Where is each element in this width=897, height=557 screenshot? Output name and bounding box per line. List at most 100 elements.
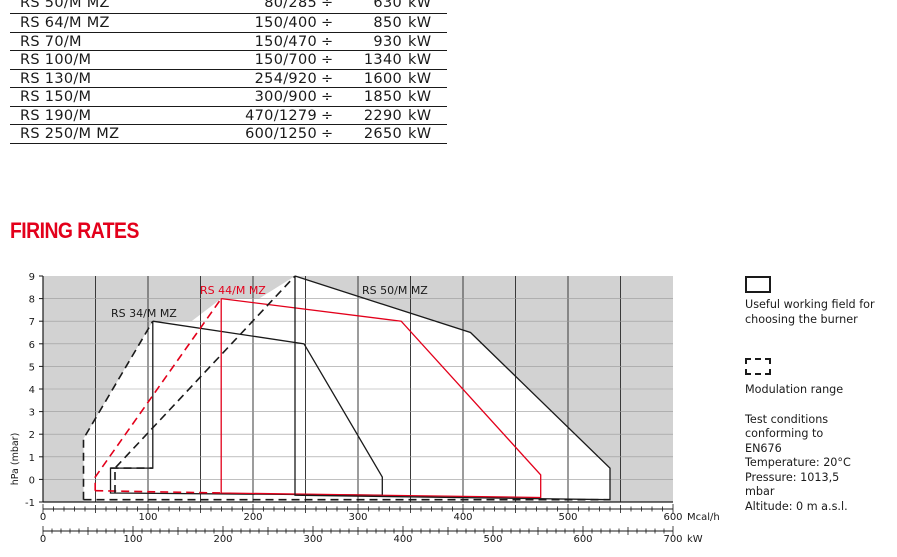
power-range: 150/470 [254,33,317,50]
useful-field-swatch [745,276,771,293]
range-separator: ÷ [321,15,334,31]
working-field-outline [109,320,383,496]
table-row: RS 150/M 300/900 ÷ 1850 kW [10,88,447,107]
useful-field-label: Useful working field for choosing the bu… [745,298,875,326]
model-name: RS 50/M MZ [20,0,110,11]
power-unit: kW [408,33,432,50]
power-unit: kW [408,89,432,105]
mcal-tick-label: 400 [453,512,472,523]
models-table: RS 50/M MZ 80/285 ÷ 630 kW RS 64/M MZ 150/400 ÷… [10,0,447,144]
condition-line: EN676 [745,441,782,455]
max-power: 630 [373,0,402,11]
y-tick-label: 1 [29,453,35,464]
power-range: 254/920 [254,70,317,87]
condition-line: Test conditions [745,412,829,426]
y-axis-label: hPa (mbar) [10,433,21,486]
modulation-outline [82,320,154,500]
power-unit: kW [408,15,432,31]
model-name: RS 150/M [20,89,92,105]
max-power: 2290 [363,107,402,124]
range-separator: ÷ [321,33,334,50]
kw-tick-label: 600 [573,534,592,545]
series-label: RS 50/M MZ [362,284,428,297]
test-conditions: Test conditions conforming to EN676 Tempera… [745,413,895,515]
model-name: RS 190/M [20,107,92,124]
max-power: 850 [373,15,402,31]
power-unit: kW [408,70,432,87]
table-row: RS 130/M 254/920 ÷ 1600 kW [10,70,447,88]
power-range: 150/700 [254,52,317,68]
table-row: RS 50/M MZ 80/285 ÷ 630 kW [10,0,447,14]
condition-line: Pressure: 1013,5 [745,470,840,484]
chart-legend: Useful working field for choosing the bu… [745,276,895,514]
mcal-tick-label: 100 [138,512,157,523]
max-power: 1340 [363,52,402,68]
range-separator: ÷ [321,126,334,142]
y-tick-label: 8 [29,295,35,306]
mcal-tick-label: 500 [558,512,577,523]
mcal-unit-label: Mcal/h [687,512,720,523]
kw-tick-label: 700 [663,534,682,545]
modulation-outline [114,275,296,493]
y-tick-label: 7 [29,317,35,328]
power-unit: kW [408,126,432,142]
y-tick-label: -1 [25,498,35,509]
model-name: RS 64/M MZ [20,15,110,31]
power-unit: kW [408,52,432,68]
max-power: 1600 [363,70,402,87]
range-separator: ÷ [321,89,334,105]
kw-tick-label: 500 [483,534,502,545]
series-label: RS 34/M MZ [111,307,177,320]
power-range: 300/900 [254,89,317,105]
table-row: RS 250/M MZ 600/1250 ÷ 2650 kW [10,125,447,144]
table-row: RS 100/M 150/700 ÷ 1340 kW [10,51,447,70]
power-range: 80/285 [264,0,317,11]
condition-line: mbar [745,485,775,498]
y-tick-label: 3 [29,408,35,419]
table-row: RS 70/M 150/470 ÷ 930 kW [10,33,447,51]
kw-unit-label: kW [687,534,703,545]
working-field-outline [294,275,611,501]
y-tick-label: 2 [29,430,35,441]
power-range: 150/400 [254,15,317,31]
y-tick-label: 5 [29,362,35,373]
condition-line: Temperature: 20°C [745,456,851,469]
table-row: RS 190/M 470/1279 ÷ 2290 kW [10,107,447,125]
model-name: RS 130/M [20,70,92,87]
power-range: 470/1279 [245,107,317,124]
kw-tick-label: 200 [213,534,232,545]
modulation-baseline [95,489,222,494]
modulation-swatch [745,358,771,375]
y-tick-label: 0 [29,475,35,486]
mcal-tick-label: 200 [243,512,262,523]
mcal-tick-label: 300 [348,512,367,523]
table-row: RS 64/M MZ 150/400 ÷ 850 kW [10,14,447,33]
kw-tick-label: 0 [40,534,46,545]
section-title: FIRING RATES [10,218,139,243]
range-separator: ÷ [321,52,334,68]
y-tick-label: 4 [29,385,35,396]
max-power: 2650 [363,126,402,142]
range-separator: ÷ [321,70,334,87]
y-tick-label: 9 [29,272,35,283]
max-power: 1850 [363,89,402,105]
series-label: RS 44/M MZ [200,284,266,297]
y-tick-label: 6 [29,340,35,351]
condition-line: conforming to [745,427,824,440]
power-unit: kW [408,0,432,11]
mcal-tick-label: 600 [663,512,682,523]
power-unit: kW [408,107,432,124]
kw-tick-label: 300 [303,534,322,545]
range-separator: ÷ [321,107,334,124]
condition-line: Altitude: 0 m a.s.l. [745,499,848,513]
modulation-label: Modulation range [745,383,844,396]
model-name: RS 70/M [20,33,82,50]
kw-tick-label: 100 [123,534,142,545]
range-separator: ÷ [321,0,334,11]
mcal-tick-label: 0 [40,512,46,523]
working-field-outline [220,297,542,499]
power-range: 600/1250 [245,126,317,142]
max-power: 930 [373,33,402,50]
kw-tick-label: 400 [393,534,412,545]
